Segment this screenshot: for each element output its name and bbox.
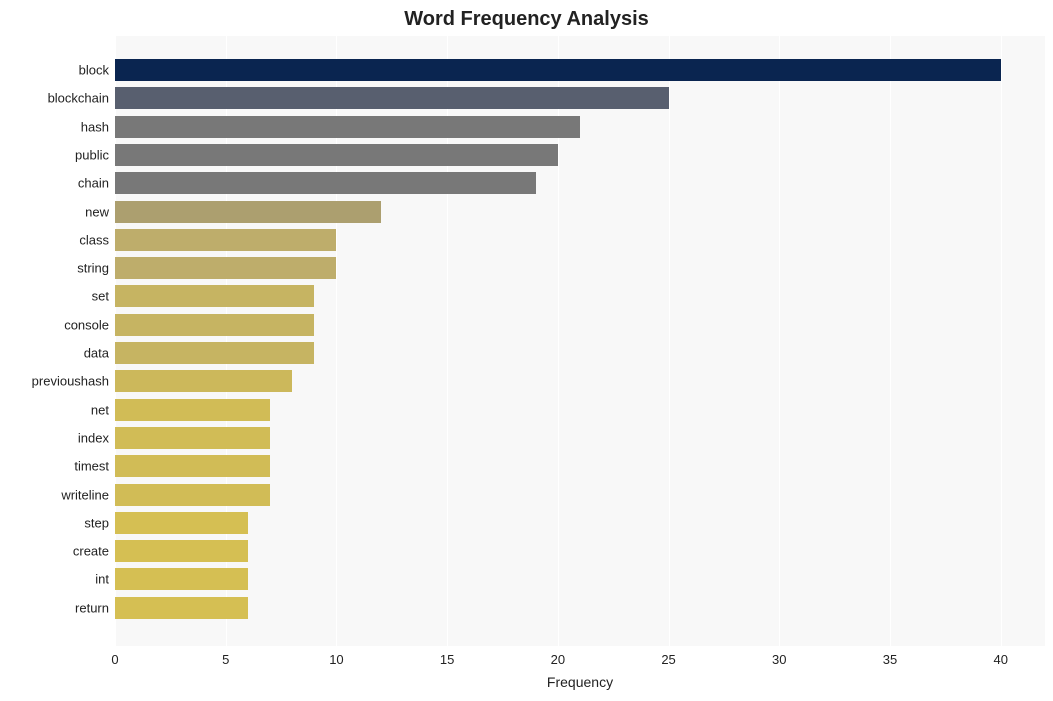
bar <box>115 116 580 138</box>
y-tick-label: step <box>84 515 109 530</box>
bar <box>115 512 248 534</box>
bar <box>115 370 292 392</box>
y-tick-label: index <box>78 430 109 445</box>
grid-line <box>1001 36 1002 646</box>
bar <box>115 455 270 477</box>
y-tick-label: writeline <box>61 487 109 502</box>
y-tick-label: set <box>92 289 109 304</box>
grid-line <box>890 36 891 646</box>
word-frequency-chart: Word Frequency Analysis 0510152025303540… <box>0 0 1053 701</box>
x-tick-label: 5 <box>222 652 229 667</box>
x-tick-label: 30 <box>772 652 786 667</box>
bar <box>115 568 248 590</box>
x-tick-label: 40 <box>993 652 1007 667</box>
bar <box>115 201 381 223</box>
y-tick-label: create <box>73 544 109 559</box>
grid-line <box>779 36 780 646</box>
y-tick-label: previoushash <box>32 374 109 389</box>
bar <box>115 427 270 449</box>
x-tick-label: 0 <box>111 652 118 667</box>
y-tick-label: new <box>85 204 109 219</box>
bar <box>115 144 558 166</box>
y-tick-label: public <box>75 147 109 162</box>
chart-title: Word Frequency Analysis <box>0 8 1053 31</box>
bar <box>115 229 336 251</box>
y-tick-label: net <box>91 402 109 417</box>
y-tick-label: int <box>95 572 109 587</box>
x-axis-label: Frequency <box>115 674 1045 690</box>
y-tick-label: chain <box>78 176 109 191</box>
bar <box>115 484 270 506</box>
x-tick-label: 10 <box>329 652 343 667</box>
y-tick-label: return <box>75 600 109 615</box>
y-tick-label: block <box>79 63 109 78</box>
bar <box>115 540 248 562</box>
bar <box>115 314 314 336</box>
bar <box>115 285 314 307</box>
x-tick-label: 15 <box>440 652 454 667</box>
bar <box>115 87 669 109</box>
x-tick-label: 35 <box>883 652 897 667</box>
plot-area: 0510152025303540blockblockchainhashpubli… <box>115 36 1045 646</box>
y-tick-label: timest <box>74 459 109 474</box>
y-tick-label: string <box>77 261 109 276</box>
grid-line <box>669 36 670 646</box>
bar <box>115 257 336 279</box>
bar <box>115 59 1001 81</box>
y-tick-label: blockchain <box>48 91 109 106</box>
y-tick-label: console <box>64 317 109 332</box>
bar <box>115 597 248 619</box>
x-tick-label: 25 <box>661 652 675 667</box>
y-tick-label: data <box>84 346 109 361</box>
bar <box>115 342 314 364</box>
x-tick-label: 20 <box>551 652 565 667</box>
bar <box>115 399 270 421</box>
y-tick-label: class <box>79 232 109 247</box>
bar <box>115 172 536 194</box>
y-tick-label: hash <box>81 119 109 134</box>
